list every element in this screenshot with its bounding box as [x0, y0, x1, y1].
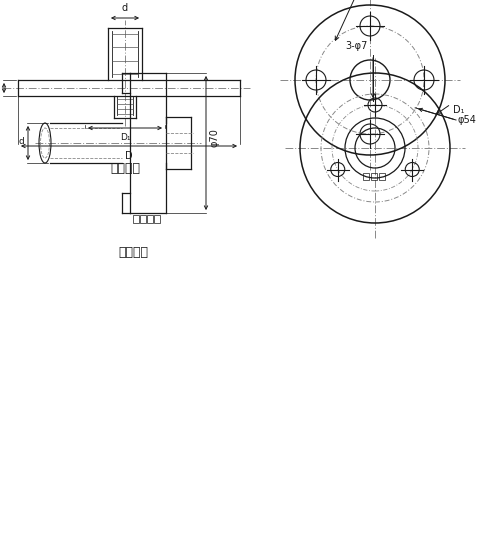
Text: D₁: D₁ [120, 133, 130, 142]
Bar [371, 173, 377, 180]
Text: D₁: D₁ [453, 105, 464, 115]
Bar [363, 173, 369, 180]
Bar [133, 215, 139, 223]
Bar [379, 173, 385, 180]
Text: D: D [125, 151, 133, 161]
Text: φ54: φ54 [458, 115, 477, 125]
Text: 3-φ7: 3-φ7 [345, 41, 368, 51]
Bar [154, 215, 160, 223]
Text: d: d [122, 3, 128, 13]
Text: d: d [18, 136, 24, 146]
Bar [147, 215, 153, 223]
Bar [140, 215, 146, 223]
Text: 活动法兰: 活动法兰 [118, 247, 148, 260]
Text: φ70: φ70 [210, 129, 220, 147]
Text: 固定法兰: 固定法兰 [110, 162, 140, 174]
